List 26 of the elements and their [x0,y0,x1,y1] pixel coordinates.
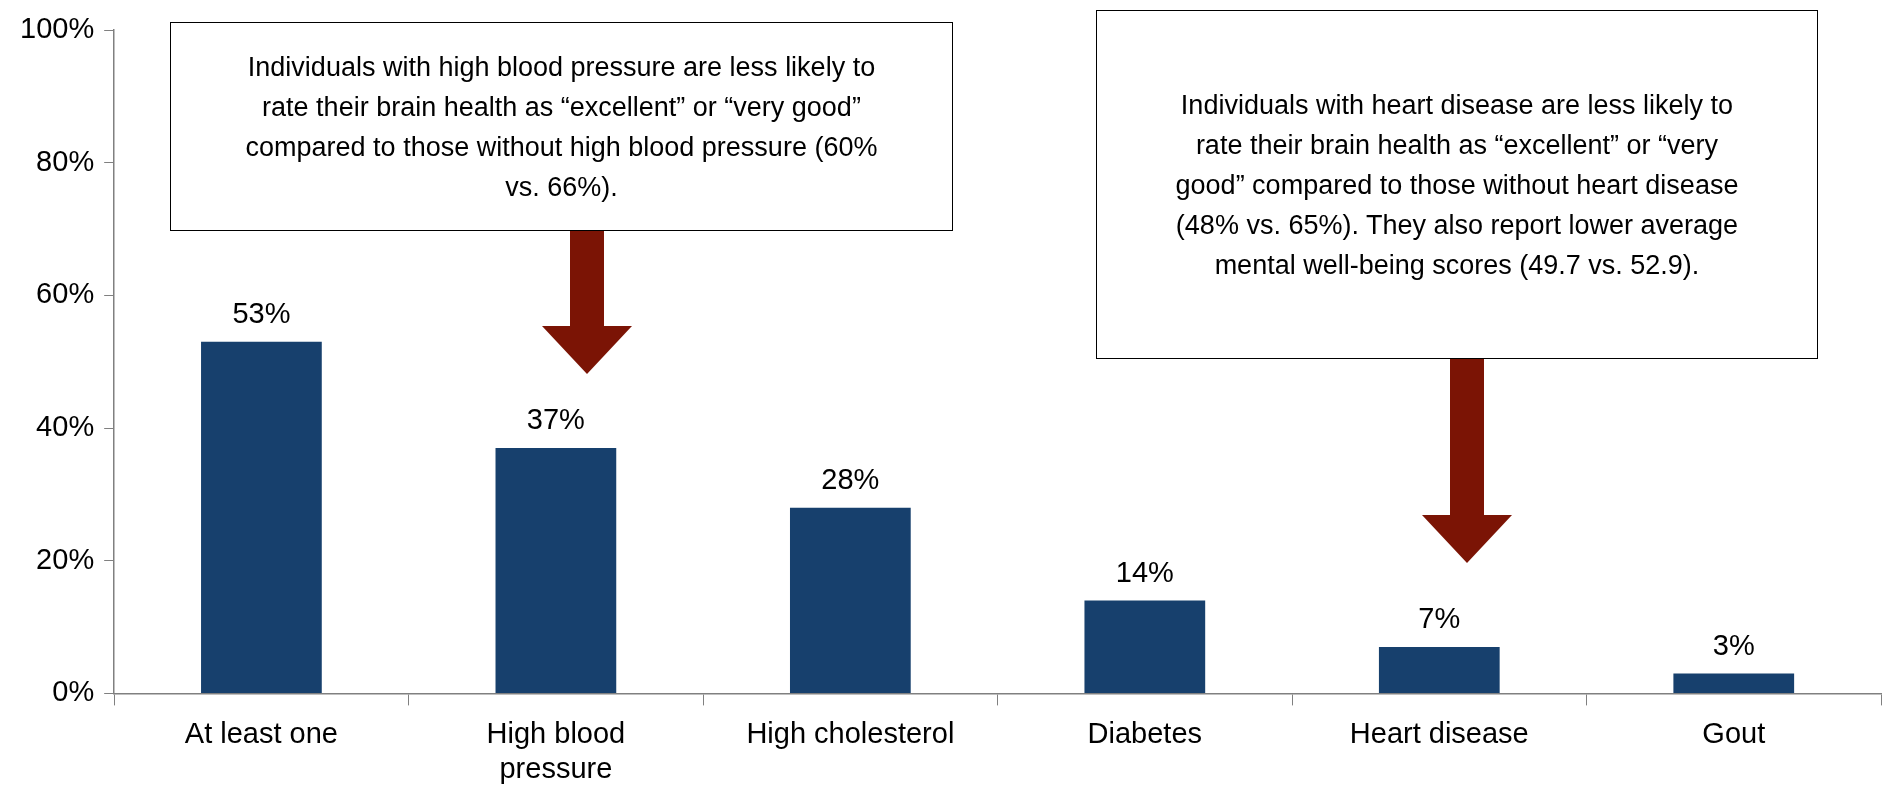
data-label: 14% [1115,556,1174,589]
bar [495,447,617,693]
x-tick-label: At least one [184,716,338,749]
x-tick-label: Diabetes [1087,716,1203,749]
x-tick-label: High blood pressure [486,716,626,784]
data-label: 3% [1712,629,1755,661]
y-tick-label: 20% [36,542,95,575]
data-label: 7% [1418,602,1461,635]
x-tick-label: High cholesterol [746,716,955,749]
y-tick-label: 40% [36,410,95,443]
data-label: 37% [526,403,585,436]
data-label: 28% [821,463,880,496]
y-tick-label: 60% [36,277,95,310]
bar [1673,673,1795,693]
data-label: 53% [232,297,291,330]
x-tick-label: Gout [1702,716,1766,749]
x-tick-label: Heart disease [1349,716,1529,749]
bar [789,507,911,693]
y-tick-label: 0% [52,675,95,708]
callout-box: Individuals with heart disease are less likely to rate their brain health as “excellent” or “very good” compared to those without heart disease (48% vs. 65%). They also report lower average mental well-being scores (49.7 vs. 52.9). [1096,10,1818,359]
bar [1378,646,1500,693]
bar [201,341,322,693]
y-tick-label: 100% [20,12,95,44]
y-tick-label: 80% [36,144,95,177]
callout-box: Individuals with high blood pressure are less likely to rate their brain health as “excellent” or “very good” compared to those without high blood pressure (60% vs. 66%). [170,22,953,231]
bar [1084,600,1206,693]
